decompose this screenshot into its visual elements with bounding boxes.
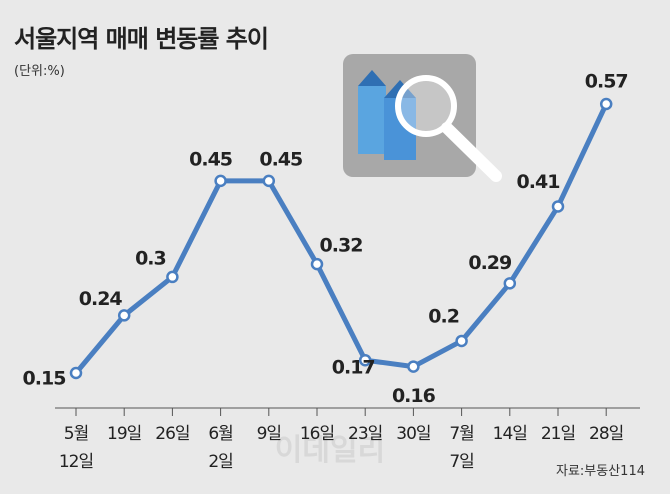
- point: [166, 270, 179, 284]
- value-label: 0.32: [320, 235, 363, 257]
- icon: [343, 54, 502, 182]
- point: [599, 97, 613, 111]
- x-tick-label: 28일: [589, 424, 624, 444]
- point: [503, 277, 517, 290]
- point: [310, 257, 324, 271]
- point: [455, 334, 468, 348]
- value-label: 0.15: [23, 368, 66, 390]
- point: [407, 360, 420, 373]
- value-label: 0.2: [428, 305, 459, 327]
- x-tick-label: 9일: [256, 424, 282, 444]
- point: [262, 174, 276, 188]
- value-label: 0.45: [259, 148, 302, 170]
- point: [358, 353, 372, 367]
- x-tick-label: 14일: [492, 424, 528, 444]
- x-tick-label: 21일: [540, 424, 576, 444]
- point: [117, 309, 131, 322]
- value-label: 0.41: [517, 171, 560, 193]
- x-tick-label: 26일: [155, 424, 190, 444]
- source: 자료:부동산114: [556, 464, 645, 479]
- value-label: 0.17: [332, 357, 375, 379]
- value-label: 0.45: [189, 148, 232, 170]
- point: [214, 174, 227, 188]
- chart-title: 서울지역 매매 변동률 추이: [14, 25, 268, 53]
- x-tick-label: 16일: [299, 424, 335, 444]
- value-label: 0.16: [392, 385, 436, 407]
- x-tick-label: 5월 12일: [58, 424, 94, 472]
- x-tick-label: 6월 2일: [208, 424, 233, 472]
- value-label: 0.57: [585, 71, 628, 93]
- x-tick-label: 30일: [396, 424, 431, 444]
- x-tick-label: 19일: [107, 424, 142, 444]
- x-tick-label: 7월 7일: [449, 424, 474, 472]
- watermark: 이데일리: [275, 433, 385, 468]
- x-tick-label: 23일: [348, 424, 383, 444]
- value-label: 0.29: [468, 252, 511, 274]
- value-label: 0.24: [79, 288, 123, 310]
- subtitle: (단위:%): [14, 64, 65, 79]
- value-label: 0.3: [135, 247, 166, 269]
- point: [551, 200, 565, 213]
- line: [74, 102, 609, 375]
- point: [69, 366, 83, 380]
